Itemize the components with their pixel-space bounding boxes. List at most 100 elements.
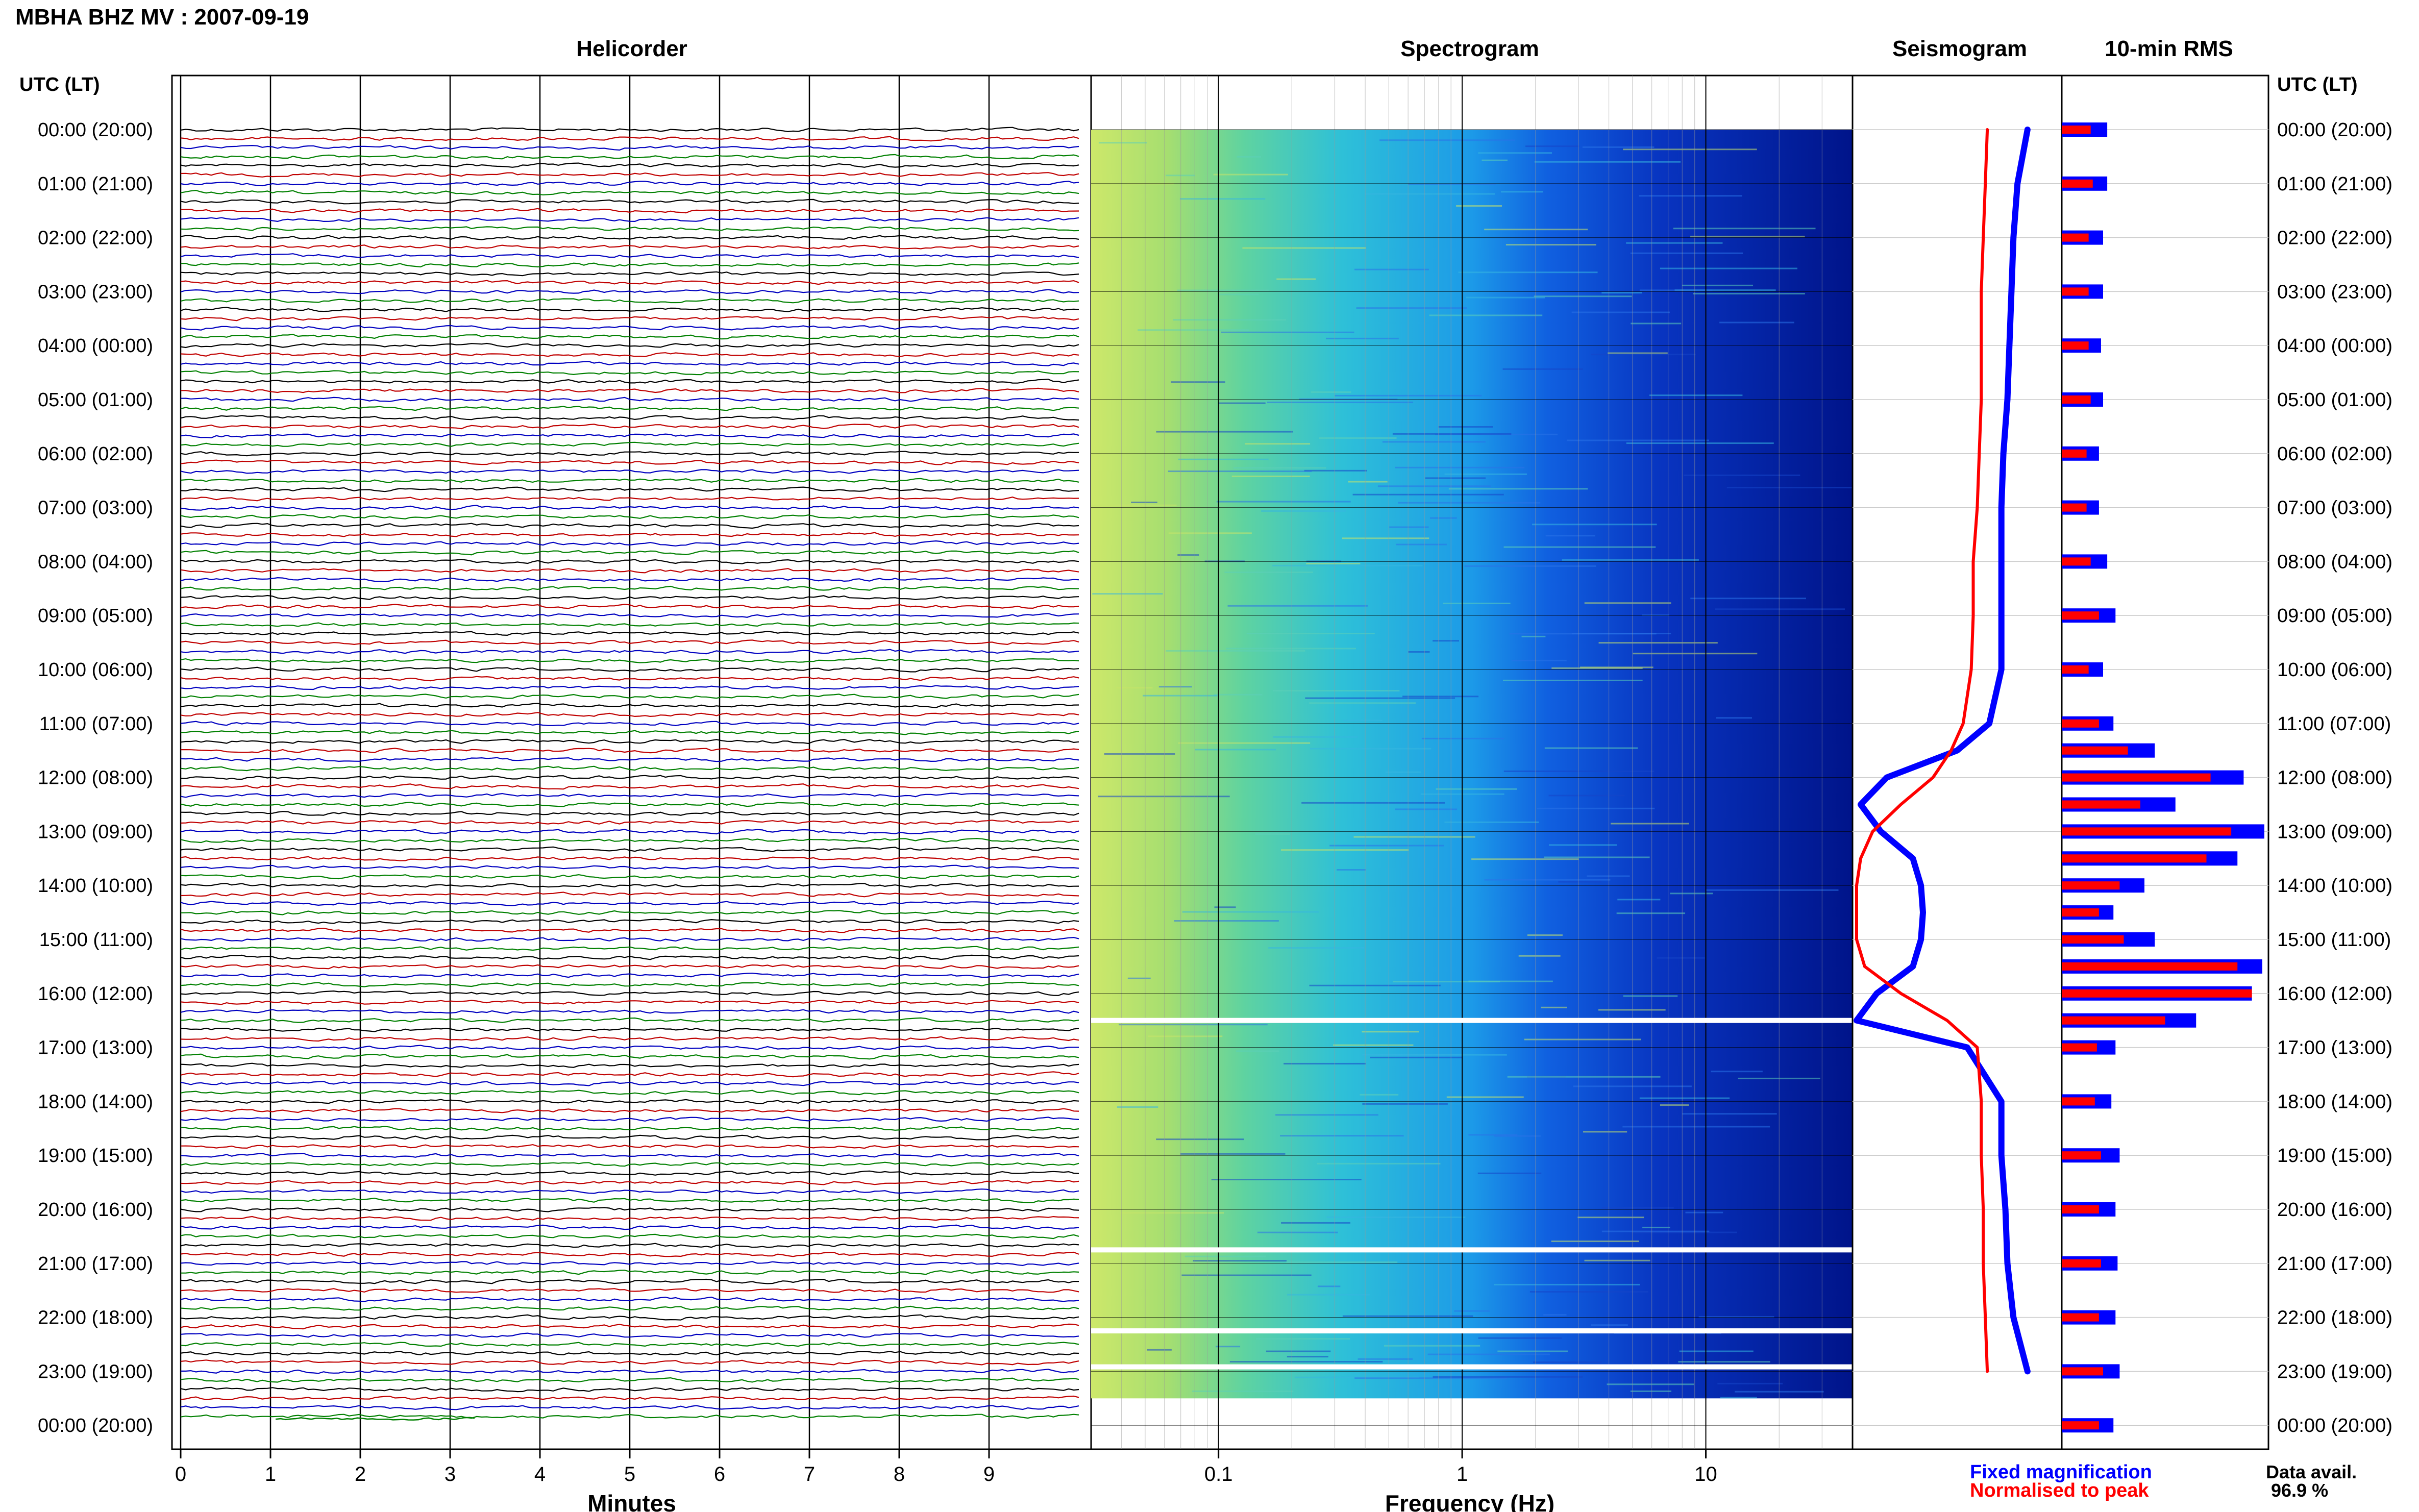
- helicorder-trace: [180, 540, 1079, 547]
- rms-bar-normalised: [2062, 908, 2099, 917]
- spectrogram-texture: [1148, 1035, 1223, 1037]
- rms-bar-normalised: [2062, 341, 2089, 350]
- spectrogram-texture: [1673, 228, 1816, 230]
- spectrogram-texture: [1497, 1350, 1568, 1352]
- helicorder-trace: [181, 1369, 1079, 1374]
- rms-bar-normalised: [2062, 989, 2252, 998]
- helicorder-trace: [180, 990, 1079, 996]
- spectrogram-texture: [1468, 980, 1553, 982]
- helicorder-trace: [180, 775, 1079, 780]
- spectrogram-texture: [1598, 642, 1718, 644]
- spectrogram-texture: [1402, 696, 1479, 698]
- time-label-left: 09:00 (05:00): [38, 605, 153, 627]
- spectrogram-texture: [1138, 329, 1249, 331]
- spectrogram-texture: [1311, 391, 1351, 393]
- spectrogram-texture: [1362, 1103, 1448, 1105]
- time-label-right: 13:00 (09:00): [2277, 821, 2392, 842]
- helicorder-trace: [180, 676, 1079, 682]
- spectrogram-texture: [1168, 470, 1312, 473]
- helicorder-trace: [180, 1342, 1079, 1347]
- rms-bar-normalised: [2062, 287, 2089, 296]
- spectrogram-texture: [1396, 543, 1447, 546]
- spectrogram-texture: [1682, 1113, 1777, 1115]
- rms-bar-normalised: [2062, 854, 2207, 863]
- time-label-left: 13:00 (09:00): [38, 821, 153, 842]
- spectrogram-texture: [1521, 635, 1546, 637]
- spectrogram-texture: [1527, 934, 1563, 936]
- helicorder-trace: [180, 1035, 1079, 1042]
- helicorder-trace: [180, 1216, 1079, 1221]
- helicorder-trace: [180, 208, 1079, 214]
- spectrogram-texture: [1237, 156, 1262, 158]
- spectrogram-texture: [1484, 879, 1611, 881]
- spectrogram-texture: [1354, 1377, 1508, 1379]
- rms-bar-normalised: [2062, 773, 2211, 782]
- time-label-right: 05:00 (01:00): [2277, 389, 2392, 411]
- spectrogram-texture: [1591, 1324, 1628, 1326]
- rms-bar-normalised: [2062, 1421, 2099, 1430]
- spectrogram-texture: [1379, 139, 1515, 141]
- spectrogram-texture: [1626, 442, 1774, 444]
- spectrogram-texture: [1173, 319, 1286, 321]
- helicorder-trace: [180, 963, 1079, 970]
- spectrogram-texture: [1268, 947, 1365, 949]
- helicorder-trace: [180, 604, 1079, 610]
- spectrogram-texture: [1642, 1226, 1670, 1228]
- time-label-right: 04:00 (00:00): [2277, 335, 2392, 357]
- helicorder-trace: [180, 361, 1079, 366]
- helicorder-trace: [180, 837, 1079, 844]
- spectrogram-texture: [1683, 474, 1800, 476]
- rms-bar-normalised: [2062, 962, 2238, 971]
- helicorder-trace: [180, 325, 1079, 331]
- rms-bar-normalised: [2062, 233, 2089, 242]
- spectrogram-texture: [1433, 640, 1459, 642]
- helicorder-trace: [180, 396, 1079, 402]
- helicorder-trace: [180, 1207, 1079, 1212]
- spectrogram-texture: [1267, 402, 1414, 404]
- spectrogram-texture: [1421, 737, 1504, 739]
- spectrogram-texture: [1273, 690, 1400, 692]
- helicorder-trace: [181, 387, 1079, 393]
- spectrogram-texture: [1395, 808, 1458, 810]
- helicorder-trace: [180, 1270, 1079, 1275]
- helicorder-title: Helicorder: [576, 36, 687, 61]
- spectrogram-texture: [1551, 667, 1643, 669]
- spectrogram-texture: [1329, 845, 1444, 847]
- helicorder-trace: [180, 162, 1079, 168]
- spectrogram-texture: [1216, 1346, 1241, 1348]
- helicorder-trace: [180, 738, 1079, 745]
- rms-bar-normalised: [2062, 881, 2120, 890]
- spectrogram-texture: [1261, 510, 1346, 512]
- helicorder-trace: [180, 594, 1079, 601]
- helicorder-trace: [180, 901, 1079, 907]
- helicorder-trace: [180, 1179, 1079, 1185]
- spectrogram-texture: [1193, 1260, 1287, 1262]
- time-label-left: 01:00 (21:00): [38, 173, 153, 195]
- spectrogram-texture: [1156, 1138, 1244, 1141]
- spectrogram-texture: [1166, 175, 1195, 177]
- spectrogram-texture: [1512, 659, 1567, 661]
- helicorder-trace: [180, 189, 1079, 195]
- seismogram-series-line: [1855, 128, 1989, 1373]
- helicorder-trace: [180, 144, 1079, 151]
- spectrogram-texture: [1333, 1044, 1414, 1046]
- time-label-right: 16:00 (12:00): [2277, 983, 2392, 1005]
- helicorder-trace: [180, 730, 1079, 735]
- helicorder-trace: [180, 1089, 1079, 1096]
- time-label-right: 11:00 (07:00): [2277, 713, 2391, 735]
- rms-bar-normalised: [2062, 800, 2140, 809]
- spectrogram-texture: [1179, 198, 1266, 200]
- rms-title: 10-min RMS: [2105, 36, 2233, 61]
- minute-tick-label: 7: [804, 1463, 815, 1485]
- helicorder-trace: [180, 154, 1079, 160]
- helicorder-trace: [180, 262, 1079, 268]
- helicorder-trace: [180, 1134, 1079, 1141]
- spectrogram-texture: [1364, 193, 1495, 195]
- helicorder-trace: [180, 1405, 1079, 1410]
- helicorder-trace: [180, 1359, 1079, 1366]
- spectrogram-texture: [1464, 565, 1596, 567]
- helicorder-trace: [180, 811, 1079, 816]
- spectrogram-texture: [1444, 821, 1539, 823]
- right-axis-title: UTC (LT): [2277, 74, 2358, 95]
- helicorder-trace: [180, 433, 1079, 439]
